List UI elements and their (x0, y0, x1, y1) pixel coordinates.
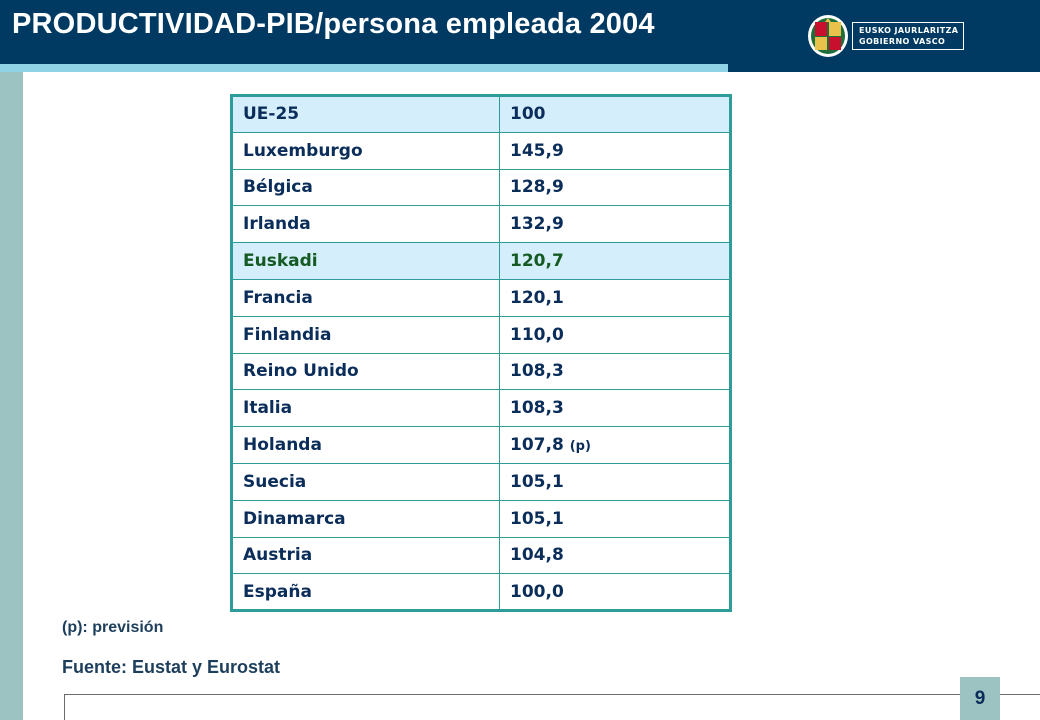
productivity-value-cell: 120,7 (499, 242, 731, 280)
productivity-value: 120,1 (510, 287, 564, 308)
source-note: Fuente: Eustat y Eurostat (62, 657, 281, 677)
table-row: UE-25 100 (231, 95, 731, 133)
footnote: (p): previsión (62, 619, 164, 636)
productivity-value-cell: 108,3 (499, 389, 731, 428)
country-name-cell: Austria (231, 536, 500, 575)
slide-header: PRODUCTIVIDAD-PIB/persona empleada 2004 … (0, 0, 1040, 72)
table-row: Francia 120,1 (231, 278, 731, 317)
page-number: 9 (960, 677, 1000, 720)
productivity-value: 110,0 (510, 324, 564, 345)
table-row: Dinamarca 105,1 (231, 499, 731, 538)
table-row: Finlandia 110,0 (231, 315, 731, 354)
productivity-table: UE-25 100 Luxemburgo 145,9 Bélgica 128,9 Irlan… (230, 94, 732, 613)
table-row: España 100,0 (231, 573, 731, 612)
left-side-bar (0, 72, 23, 720)
country-name-cell: Francia (231, 278, 500, 317)
table-row: Suecia 105,1 (231, 462, 731, 501)
table-row: Luxemburgo 145,9 (231, 131, 731, 170)
country-name-cell: Suecia (231, 462, 500, 501)
productivity-value: 108,3 (510, 398, 564, 419)
table-row: Bélgica 128,9 (231, 168, 731, 207)
productivity-value: 120,7 (510, 251, 564, 272)
productivity-value-cell: 105,1 (499, 462, 731, 501)
country-name-cell: Reino Unido (231, 352, 500, 391)
logo-text-box: EUSKO JAURLARITZA GOBIERNO VASCO (852, 22, 964, 50)
table-row: Euskadi 120,7 (231, 242, 731, 280)
productivity-value-cell: 100,0 (499, 573, 731, 612)
productivity-value-cell: 104,8 (499, 536, 731, 575)
country-name-cell: España (231, 573, 500, 612)
productivity-value: 108,3 (510, 361, 564, 382)
country-name-cell: UE-25 (231, 95, 500, 133)
table-row: Irlanda 132,9 (231, 205, 731, 244)
productivity-value-cell: 107,8 (p) (499, 426, 731, 464)
productivity-value: 105,1 (510, 471, 564, 492)
logo-text-spanish: GOBIERNO VASCO (859, 37, 946, 46)
productivity-value-cell: 108,3 (499, 352, 731, 391)
page-title: PRODUCTIVIDAD-PIB/persona empleada 2004 (12, 8, 655, 40)
productivity-value-cell: 128,9 (499, 168, 731, 207)
country-name-cell: Euskadi (231, 242, 500, 280)
footer-divider (64, 694, 1040, 695)
table-row: Italia 108,3 (231, 389, 731, 428)
country-name-cell: Holanda (231, 426, 500, 464)
productivity-value: 107,8 (510, 435, 564, 456)
government-logo: EUSKO JAURLARITZA GOBIERNO VASCO (806, 14, 966, 58)
productivity-value-cell: 105,1 (499, 499, 731, 538)
productivity-value: 145,9 (510, 140, 564, 161)
productivity-value: 132,9 (510, 214, 564, 235)
header-accent-strip (0, 64, 728, 72)
country-name-cell: Dinamarca (231, 499, 500, 538)
productivity-value: 128,9 (510, 177, 564, 198)
forecast-note: (p) (569, 439, 591, 455)
country-name-cell: Finlandia (231, 315, 500, 354)
table-row: Reino Unido 108,3 (231, 352, 731, 391)
table-row: Holanda 107,8 (p) (231, 426, 731, 464)
productivity-value-cell: 120,1 (499, 278, 731, 317)
productivity-value-cell: 132,9 (499, 205, 731, 244)
productivity-value: 100,0 (510, 581, 564, 602)
country-name-cell: Irlanda (231, 205, 500, 244)
productivity-value-cell: 110,0 (499, 315, 731, 354)
country-name-cell: Italia (231, 389, 500, 428)
table-row: Austria 104,8 (231, 536, 731, 575)
country-name-cell: Bélgica (231, 168, 500, 207)
coat-of-arms-icon (808, 15, 848, 57)
productivity-value-cell: 145,9 (499, 131, 731, 170)
productivity-value-cell: 100 (499, 95, 731, 133)
logo-text-basque: EUSKO JAURLARITZA (859, 26, 959, 35)
country-name-cell: Luxemburgo (231, 131, 500, 170)
footer-divider-tick (64, 694, 65, 720)
productivity-value: 104,8 (510, 545, 564, 566)
productivity-value: 100 (510, 104, 546, 125)
productivity-value: 105,1 (510, 508, 564, 529)
